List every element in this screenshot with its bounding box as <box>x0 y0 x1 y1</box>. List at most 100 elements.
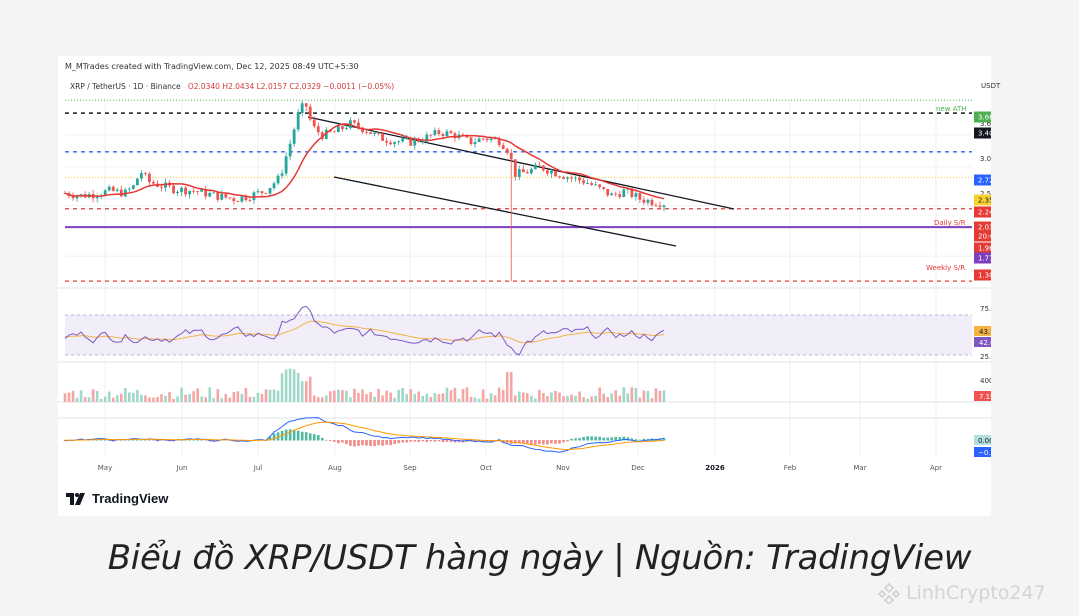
volume-bar <box>385 390 388 402</box>
candle-body <box>119 189 123 197</box>
volume-bar <box>63 393 67 402</box>
candle-body <box>312 119 316 127</box>
volume-bar <box>333 390 336 402</box>
volume-bar <box>457 398 461 402</box>
macd-histogram-bar <box>574 438 577 441</box>
candle-body <box>646 199 650 203</box>
macd-value: −0.0559 <box>978 449 991 457</box>
volume-bar <box>124 388 127 402</box>
volume-bar <box>296 372 300 402</box>
price-label-text: 3.4000 <box>978 130 991 138</box>
candle-body <box>481 138 485 140</box>
volume-bar <box>542 393 545 402</box>
volume-panel <box>63 368 666 402</box>
macd-histogram-bar <box>429 440 433 442</box>
candle-body <box>252 192 256 201</box>
candle-body <box>397 141 401 143</box>
volume-bar <box>119 393 123 402</box>
candle-body <box>558 176 561 178</box>
x-tick-label: Sep <box>403 464 417 472</box>
candle-body <box>477 138 481 143</box>
macd-panel <box>63 417 666 453</box>
candle-body <box>634 193 638 197</box>
volume-bar <box>369 392 372 402</box>
volume-bar <box>481 389 485 402</box>
candle-body <box>566 177 569 179</box>
volume-bar <box>280 373 284 402</box>
candle-body <box>554 170 557 177</box>
candle-body <box>425 134 429 142</box>
x-tick-label: May <box>98 464 112 472</box>
grid <box>58 100 991 456</box>
candle-body <box>345 128 348 129</box>
volume-bar <box>288 368 292 402</box>
volume-bar <box>497 387 501 402</box>
x-tick-label: Oct <box>480 464 492 472</box>
price-scale-labels: 3.6000 3.0000 2.5000 3.6607 3.4000 2.7245 2.35… <box>974 111 991 457</box>
volume-bar <box>598 387 601 402</box>
candle-body <box>256 191 260 193</box>
candle-body <box>127 188 131 190</box>
volume-bar <box>526 393 529 402</box>
x-tick-label: Apr <box>930 464 942 472</box>
macd-histogram-bar <box>148 439 151 441</box>
annotation-daily-sr: Daily S/R <box>934 219 966 227</box>
volume-bar <box>465 387 469 402</box>
volume-bar <box>107 391 111 402</box>
macd-histogram-bar <box>144 440 147 441</box>
rsi-tick-label: 25.00 <box>980 353 991 361</box>
macd-histogram-bar <box>481 440 485 443</box>
macd-histogram-bar <box>393 440 396 444</box>
volume-bar <box>658 390 662 402</box>
annotations: new ATH Daily S/R Weekly S/R <box>926 105 966 272</box>
watermark-text: LinhCrypto247 <box>906 582 1046 604</box>
macd-histogram-bar <box>304 432 308 441</box>
candle-body <box>421 141 425 143</box>
macd-histogram-bar <box>546 440 549 445</box>
channel-lower-line <box>333 176 677 247</box>
candle-body <box>139 173 143 179</box>
volume-bar <box>156 396 159 402</box>
candle-body <box>244 196 248 201</box>
candle-body <box>562 177 565 179</box>
macd-histogram-bar <box>192 439 195 441</box>
volume-bar <box>610 393 614 402</box>
candle-body <box>196 191 200 192</box>
candle-body <box>152 181 155 184</box>
volume-bar <box>75 397 79 402</box>
candle-body <box>525 172 529 174</box>
candle-body <box>658 205 662 208</box>
volume-bar <box>401 387 404 402</box>
volume-bar <box>341 390 344 402</box>
price-label-box <box>974 174 991 186</box>
volume-bar <box>71 390 75 402</box>
macd-histogram-bar <box>377 440 380 446</box>
macd-histogram-bar <box>401 440 404 443</box>
volume-bar <box>136 389 139 402</box>
candle-body <box>220 193 224 200</box>
volume-bar <box>429 396 433 402</box>
volume-bar <box>570 394 573 402</box>
candle-body <box>441 133 445 136</box>
macd-line <box>64 417 665 453</box>
candle-body <box>429 134 433 136</box>
volume-bar <box>216 389 220 402</box>
chart-credit: M_MTrades created with TradingView.com, … <box>65 62 359 71</box>
candle-body <box>304 103 308 107</box>
price-candles <box>63 100 666 282</box>
macd-histogram-bar <box>389 440 392 446</box>
volume-bar <box>425 393 429 402</box>
volume-bar <box>558 392 561 402</box>
candle-body <box>590 183 594 185</box>
volume-bar <box>614 390 618 402</box>
chart-area: May Jun Jul Aug Sep Oct Nov Dec 2026 Feb Mar Apr 3.… <box>58 99 991 472</box>
macd-value: 0.0023 <box>978 437 991 445</box>
volume-bar <box>505 372 509 402</box>
volume-bar <box>546 396 549 402</box>
candle-body <box>578 177 581 181</box>
volume-bar <box>325 395 328 402</box>
volume-bar <box>312 395 316 402</box>
volume-bar <box>272 389 276 402</box>
price-label-text: 20:40:36 <box>978 233 991 241</box>
macd-histogram-bar <box>534 440 537 445</box>
